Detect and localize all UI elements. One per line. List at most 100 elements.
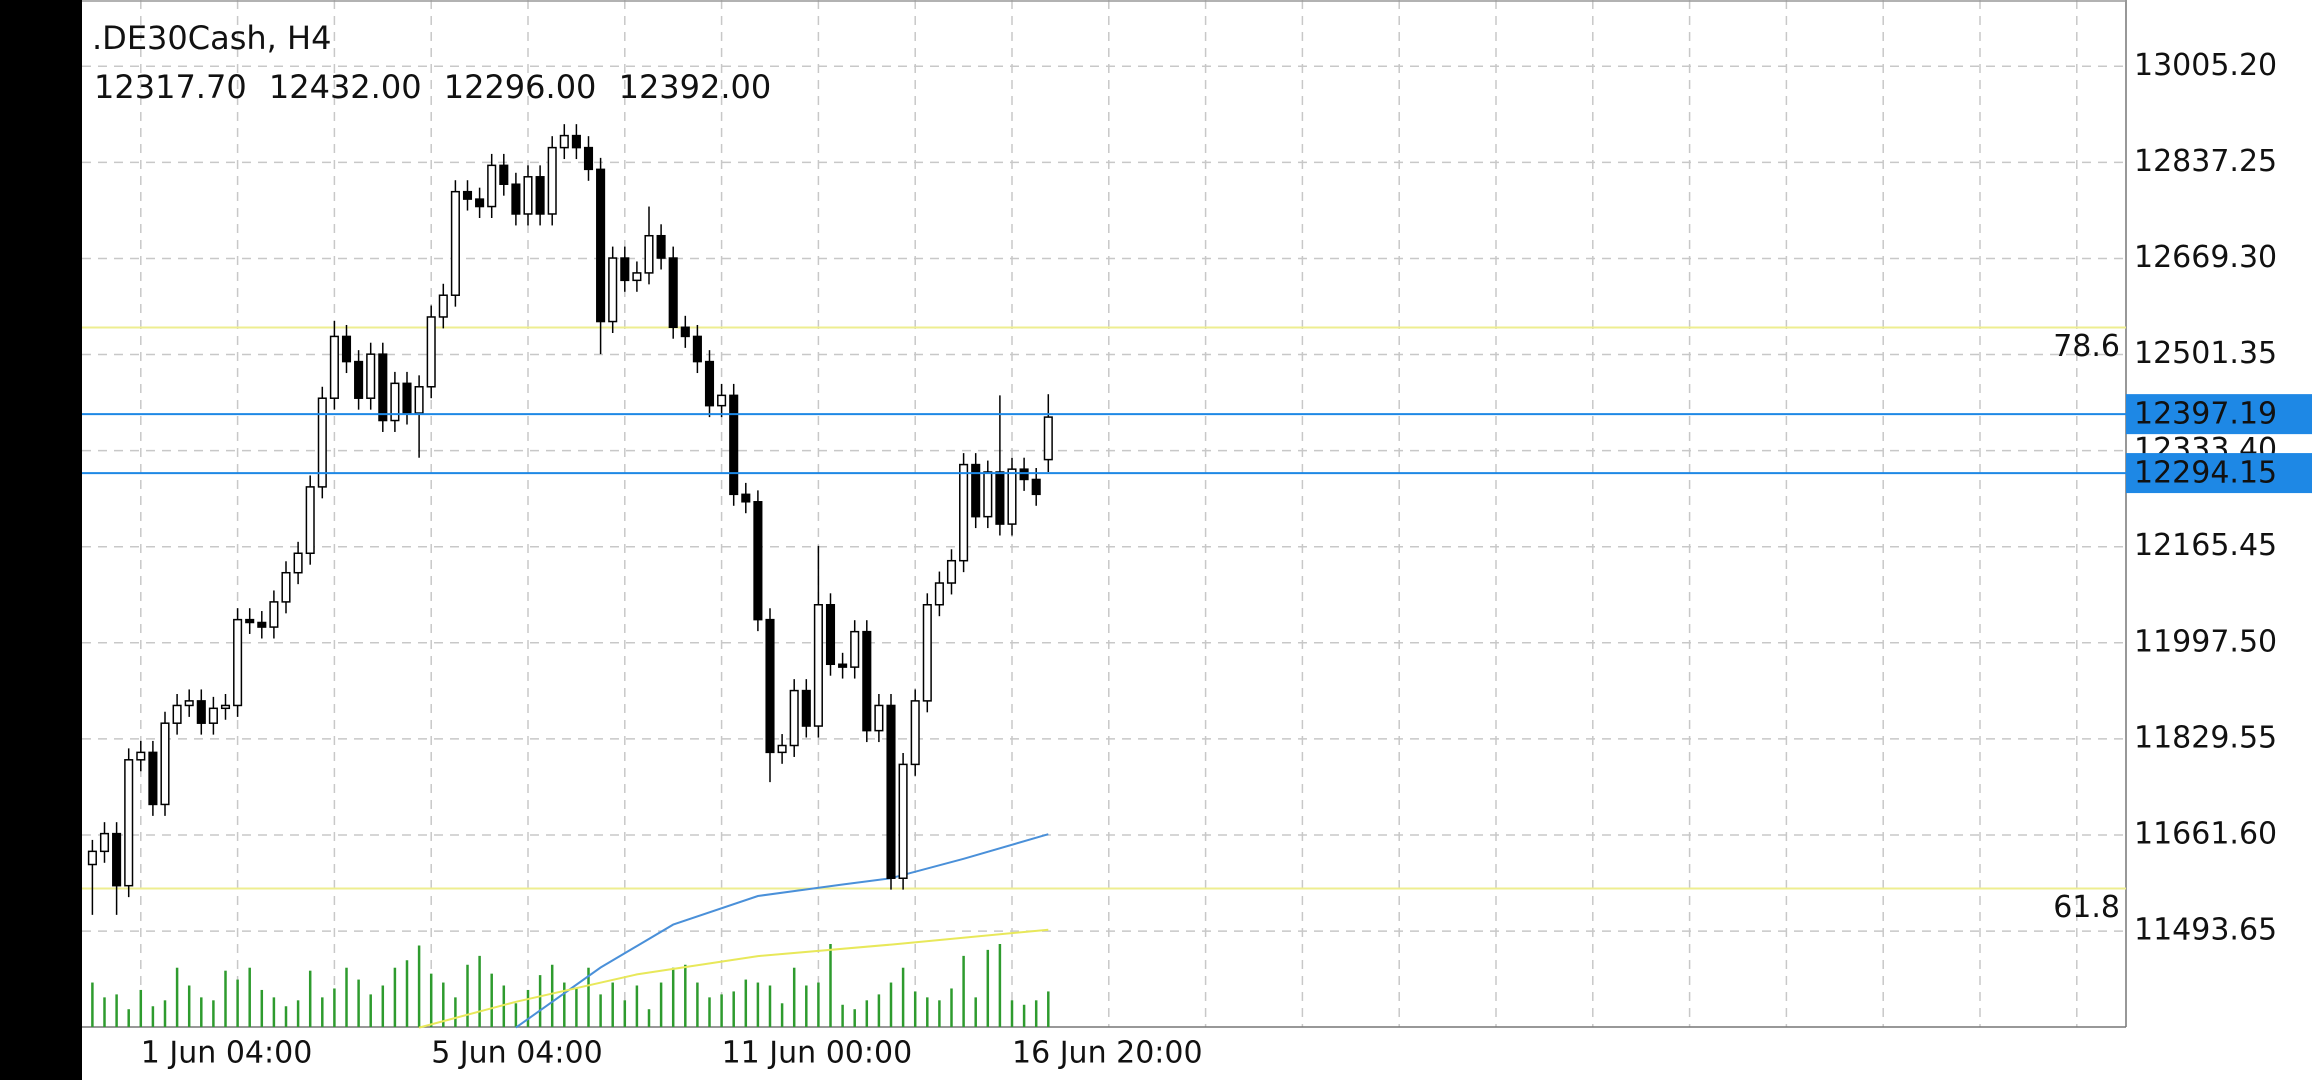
candle-body (245, 618, 255, 624)
chart-title: .DE30Cash, H4 (92, 19, 331, 57)
candle-body (293, 552, 303, 574)
candle-body (438, 294, 448, 318)
candle-body (475, 198, 485, 208)
candle-body (547, 146, 557, 215)
candle-body (934, 582, 944, 606)
candle-body (305, 486, 315, 555)
price-box-label: 12294.15 (2134, 456, 2277, 491)
fib-label: 61.8 (2053, 890, 2120, 925)
candle-body (668, 257, 678, 329)
candle-body (414, 386, 424, 414)
candle-body (462, 190, 473, 200)
candle-body (729, 394, 739, 496)
candle-body (753, 501, 763, 621)
candle-body (160, 722, 170, 806)
candle-body (692, 335, 702, 363)
candle-body (184, 700, 194, 707)
y-tick-label: 11997.50 (2134, 624, 2277, 659)
candle-body (390, 382, 400, 422)
x-tick-label: 5 Jun 04:00 (431, 1036, 603, 1071)
candle-body (596, 168, 606, 323)
y-tick-label: 11493.65 (2134, 913, 2277, 948)
price-box-label: 12397.19 (2134, 397, 2277, 432)
candle-body (813, 604, 823, 727)
candle-body (136, 751, 146, 761)
x-tick-label: 11 Jun 00:00 (722, 1036, 913, 1071)
x-tick-label: 16 Jun 20:00 (1012, 1036, 1203, 1071)
candle-body (341, 335, 352, 363)
candle-body (559, 134, 569, 149)
candle-body (148, 751, 158, 806)
candle-body (124, 759, 134, 887)
candle-body (620, 257, 630, 282)
quote-open: 12317.70 (94, 68, 247, 106)
price-box (2126, 453, 2312, 494)
candle-body (220, 704, 231, 710)
candle-body (717, 394, 727, 407)
quote: 12317.70 12432.00 12296.00 12392.00 (94, 68, 771, 106)
candle-body (922, 604, 932, 702)
plot: 78.6 61.8 1 Jun 04:00 5 Jun 04:00 11 Jun 00:… (82, 0, 2312, 1071)
candle-body (898, 763, 908, 879)
candle-body (257, 621, 267, 628)
candle-body (983, 471, 993, 518)
candle-body (450, 190, 460, 296)
candle-body (910, 700, 920, 766)
candle-body (656, 234, 666, 259)
candle-body (644, 234, 654, 274)
candle-body (402, 382, 412, 414)
candle-body (535, 176, 545, 215)
candle-body (741, 493, 751, 503)
candle-body (850, 630, 860, 668)
candle-body (632, 272, 642, 282)
candle-body (704, 360, 715, 407)
candle-body (571, 134, 581, 149)
y-tick-label: 12501.35 (2134, 336, 2277, 371)
candle-body (583, 146, 594, 171)
candle-body (1007, 468, 1017, 525)
candle-body (87, 850, 97, 866)
price-box (2126, 394, 2312, 435)
candle-body (886, 704, 896, 879)
candle-body (995, 471, 1005, 525)
candle-body (862, 630, 872, 732)
y-tick-label: 12165.45 (2134, 528, 2277, 563)
candle-body (971, 463, 981, 518)
candle-body (825, 604, 836, 666)
candle-body (801, 689, 811, 727)
y-tick-label: 13005.20 (2134, 48, 2277, 83)
candle-body (765, 618, 775, 754)
candle-body (499, 164, 509, 185)
candle-body (680, 326, 690, 338)
candle-body (317, 397, 327, 488)
candle-body (426, 316, 436, 388)
candle-body (874, 704, 884, 732)
quote-close: 12392.00 (619, 68, 772, 106)
candle-body (789, 689, 799, 747)
candle-body (99, 832, 110, 853)
candle-body (329, 335, 339, 399)
candle-body (959, 463, 969, 562)
quote-low: 12296.00 (444, 68, 597, 106)
candle-body (378, 353, 388, 422)
candle-body (487, 164, 497, 208)
candle-body (1043, 416, 1053, 461)
y-tick-label: 11829.55 (2134, 720, 2277, 755)
y-tick-label: 12669.30 (2134, 240, 2277, 275)
candle-body (366, 353, 376, 399)
candle-body (1031, 478, 1041, 496)
candle-body (354, 360, 364, 399)
y-tick-label: 12837.25 (2134, 144, 2277, 179)
moving-average (418, 928, 1049, 1029)
candle-body (269, 601, 279, 628)
candle-body (172, 704, 182, 724)
candle-body (112, 832, 122, 887)
y-tick-label: 11661.60 (2134, 816, 2277, 851)
candle-body (838, 663, 848, 668)
candle-body (208, 707, 218, 724)
candle-body (777, 744, 787, 754)
moving-average (515, 833, 1049, 1029)
